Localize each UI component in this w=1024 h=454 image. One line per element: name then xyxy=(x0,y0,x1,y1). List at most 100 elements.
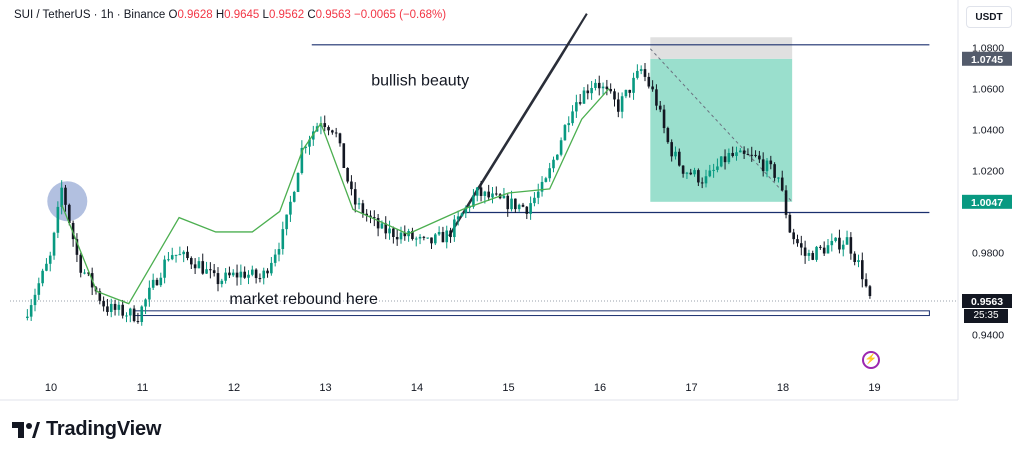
candle-body-210 xyxy=(826,245,830,254)
candle-body-21 xyxy=(106,306,109,312)
candle-body-217 xyxy=(853,253,856,262)
candle-body-214 xyxy=(841,244,845,250)
candle-body-195 xyxy=(769,160,773,165)
candle-body-95 xyxy=(388,228,391,234)
candle-body-208 xyxy=(819,246,822,248)
candle-body-170 xyxy=(674,151,677,157)
candle-body-55 xyxy=(235,272,239,278)
candle-body-200 xyxy=(788,214,792,233)
candle-body-2 xyxy=(33,294,37,306)
candle-body-106 xyxy=(430,237,433,244)
y-tick-label: 0.9400 xyxy=(972,329,1004,341)
candle-body-202 xyxy=(796,239,799,244)
candle-body-149 xyxy=(594,82,597,88)
candle-body-36 xyxy=(163,259,166,278)
candle-body-104 xyxy=(422,236,426,238)
candle-body-176 xyxy=(697,170,700,183)
candles xyxy=(26,62,872,326)
candle-body-147 xyxy=(586,90,590,94)
candle-body-165 xyxy=(655,89,658,106)
zone-stop xyxy=(650,37,793,59)
candle-body-99 xyxy=(403,232,407,237)
x-tick-label: 12 xyxy=(228,382,240,394)
candle-body-119 xyxy=(479,187,483,196)
candle-body-107 xyxy=(434,234,437,244)
candle-body-13 xyxy=(75,239,79,255)
candle-body-117 xyxy=(472,195,475,207)
price-badge-label-1: 1.0047 xyxy=(971,197,1003,209)
candle-body-51 xyxy=(220,280,224,285)
lightning-icon[interactable]: ⚡ xyxy=(862,351,880,369)
candle-body-66 xyxy=(277,249,281,255)
close-key: C xyxy=(307,9,316,21)
candle-body-30 xyxy=(140,306,144,323)
candle-body-130 xyxy=(521,204,525,207)
candle-body-19 xyxy=(98,291,102,301)
candle-body-61 xyxy=(258,278,262,280)
candle-body-174 xyxy=(689,172,693,175)
candle-body-120 xyxy=(483,191,487,196)
price-badge-label-0: 1.0745 xyxy=(971,54,1003,66)
candle-body-101 xyxy=(411,231,414,240)
candle-body-199 xyxy=(784,190,788,215)
candle-body-221 xyxy=(868,286,872,297)
open-key: O xyxy=(168,9,178,21)
candle-body-191 xyxy=(754,154,757,156)
candle-body-9 xyxy=(60,187,63,207)
candle-body-23 xyxy=(113,303,117,310)
candle-body-118 xyxy=(475,187,479,196)
candle-body-39 xyxy=(174,254,178,256)
candle-body-28 xyxy=(132,308,136,322)
candle-body-88 xyxy=(361,203,365,214)
candle-body-182 xyxy=(719,156,723,167)
candle-body-161 xyxy=(639,69,643,71)
candle-body-187 xyxy=(739,150,742,153)
candle-body-188 xyxy=(742,150,746,154)
candle-body-62 xyxy=(262,270,266,279)
candle-body-50 xyxy=(216,273,220,285)
candle-body-47 xyxy=(205,269,208,274)
candle-body-40 xyxy=(178,254,182,256)
y-tick-label: 0.9800 xyxy=(972,247,1004,259)
candle-body-213 xyxy=(838,237,841,250)
candle-body-185 xyxy=(731,152,734,156)
candle-body-164 xyxy=(651,86,654,90)
candle-body-211 xyxy=(830,240,834,246)
candle-body-145 xyxy=(578,102,582,104)
candle-body-175 xyxy=(693,170,696,175)
candle-body-146 xyxy=(582,90,586,104)
candle-body-58 xyxy=(247,274,250,278)
x-tick-label: 17 xyxy=(685,382,697,394)
candle-body-133 xyxy=(533,197,536,204)
candle-body-52 xyxy=(224,272,227,281)
candle-body-14 xyxy=(79,254,83,273)
candle-body-115 xyxy=(464,207,468,214)
candle-body-16 xyxy=(87,272,90,274)
candle-body-1 xyxy=(29,305,33,317)
candle-body-125 xyxy=(502,195,506,199)
candle-body-43 xyxy=(190,258,193,265)
candle-body-35 xyxy=(159,277,163,286)
candle-body-156 xyxy=(620,96,624,112)
candle-body-198 xyxy=(780,177,784,191)
rising-channel xyxy=(448,13,588,237)
candle-body-151 xyxy=(601,86,605,89)
candle-body-70 xyxy=(292,191,296,202)
candle-body-148 xyxy=(590,87,593,94)
candle-body-94 xyxy=(384,223,388,234)
price-badge-0 xyxy=(962,51,1012,66)
annotation-bullish-beauty: bullish beauty xyxy=(371,72,469,89)
candle-body-63 xyxy=(266,270,269,274)
candle-body-4 xyxy=(41,270,44,284)
candle-body-103 xyxy=(418,236,422,239)
candle-body-180 xyxy=(712,169,715,171)
open-value: 0.9628 xyxy=(177,9,213,21)
candle-body-190 xyxy=(750,154,754,156)
candle-body-154 xyxy=(613,91,616,100)
candle-body-167 xyxy=(662,109,666,129)
candle-body-169 xyxy=(670,142,673,157)
x-tick-label: 10 xyxy=(45,382,57,394)
candle-body-82 xyxy=(338,133,342,144)
currency-unit-button[interactable]: USDT xyxy=(966,6,1012,28)
